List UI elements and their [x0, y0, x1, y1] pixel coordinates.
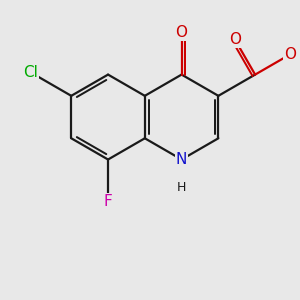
- Text: O: O: [176, 25, 188, 40]
- Text: Cl: Cl: [23, 65, 38, 80]
- Text: F: F: [104, 194, 112, 209]
- Text: O: O: [229, 32, 241, 47]
- Text: O: O: [284, 47, 296, 62]
- Text: N: N: [176, 152, 187, 167]
- Text: H: H: [177, 181, 186, 194]
